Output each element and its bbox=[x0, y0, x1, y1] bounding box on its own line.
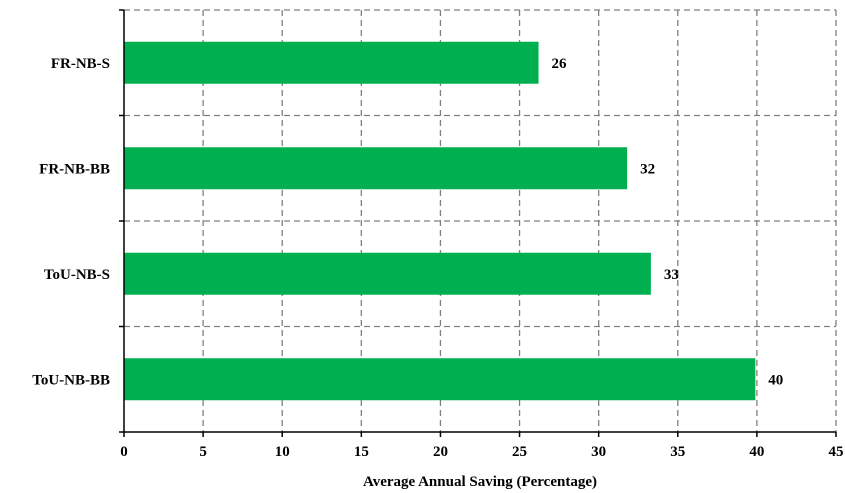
x-tick-label-3: 15 bbox=[354, 444, 369, 460]
category-label-3: ToU-NB-BB bbox=[32, 372, 110, 388]
axes-group bbox=[119, 9, 837, 437]
data-label-2: 33 bbox=[664, 267, 679, 283]
category-label-2: ToU-NB-S bbox=[44, 267, 110, 283]
x-tick-label-7: 35 bbox=[670, 444, 685, 460]
bar-3 bbox=[124, 358, 756, 401]
data-label-3: 40 bbox=[768, 372, 783, 388]
data-label-1: 32 bbox=[640, 161, 655, 177]
x-tick-label-2: 10 bbox=[275, 444, 290, 460]
x-tick-label-5: 25 bbox=[512, 444, 527, 460]
x-tick-label-1: 5 bbox=[199, 444, 207, 460]
data-label-0: 26 bbox=[552, 56, 568, 72]
bar-0 bbox=[124, 41, 539, 84]
category-label-1: FR-NB-BB bbox=[39, 161, 110, 177]
x-tick-label-6: 30 bbox=[591, 444, 606, 460]
labels-group: FR-NB-S 26 FR-NB-BB 32 ToU-NB-S 33 ToU-NB-BB 40… bbox=[32, 56, 843, 460]
x-tick-label-0: 0 bbox=[120, 444, 128, 460]
x-tick-label-8: 40 bbox=[749, 444, 764, 460]
x-tick-label-4: 20 bbox=[433, 444, 448, 460]
category-label-0: FR-NB-S bbox=[51, 56, 110, 72]
bar-1 bbox=[124, 147, 628, 190]
bars-group bbox=[124, 41, 756, 401]
x-axis-title: Average Annual Saving (Percentage) bbox=[363, 474, 597, 490]
x-tick-label-9: 45 bbox=[829, 444, 844, 460]
bar-2 bbox=[124, 252, 651, 295]
